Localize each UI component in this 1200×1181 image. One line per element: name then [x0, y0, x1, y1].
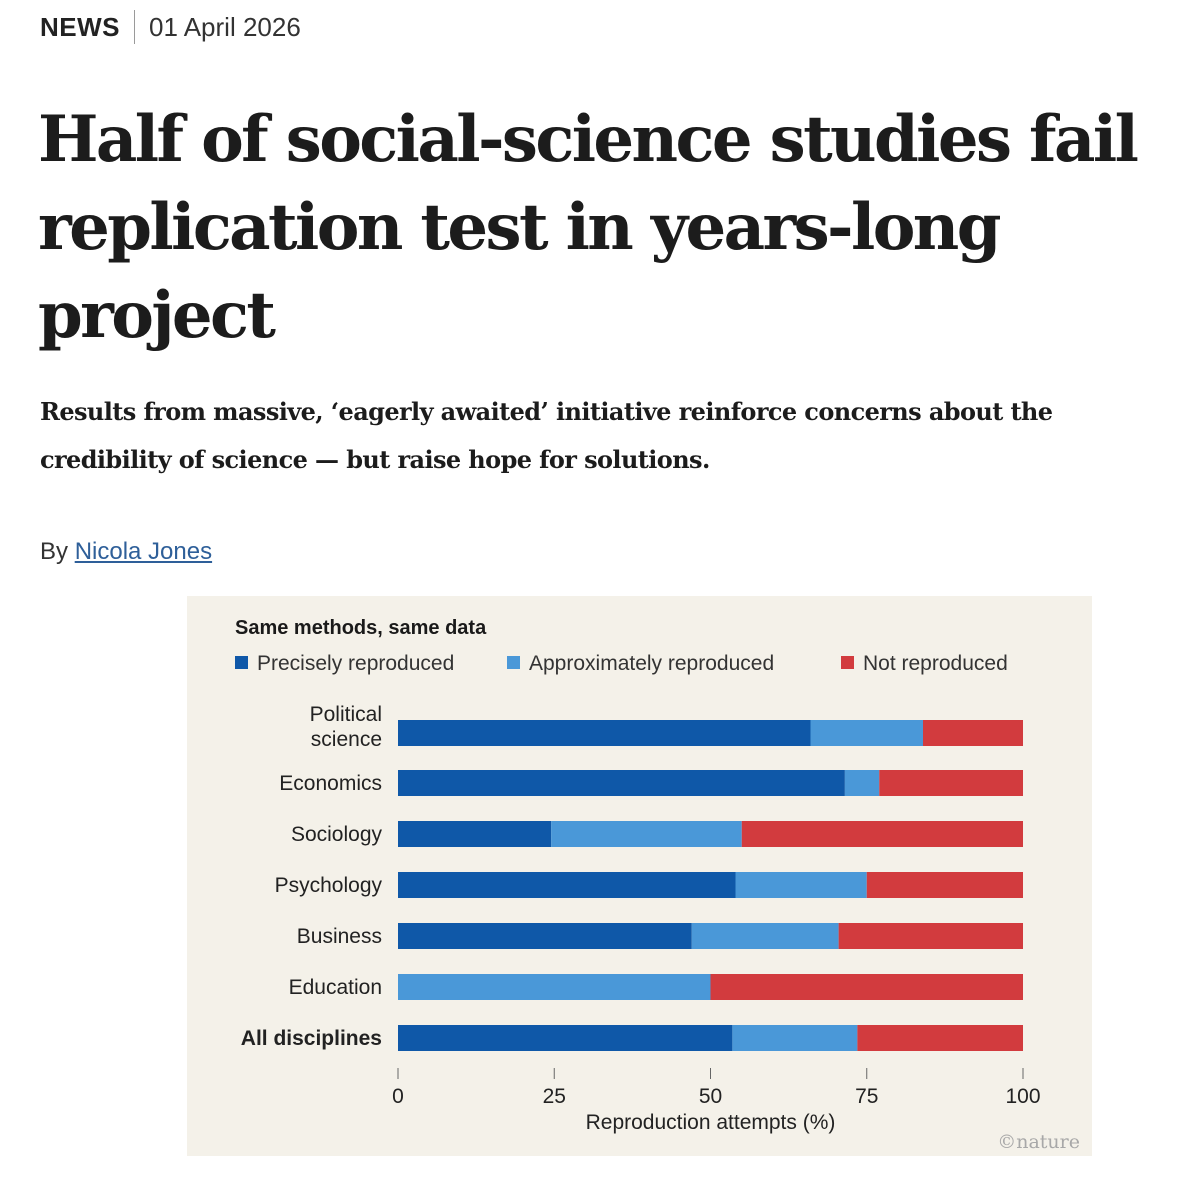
bar-segment — [398, 770, 845, 796]
bar-segment — [838, 923, 1023, 949]
legend-label: Precisely reproduced — [257, 652, 454, 675]
bar-segment — [741, 821, 1023, 847]
category-label: Business — [297, 925, 382, 948]
chart-figure: Same methods, same data Precisely reprodu… — [187, 596, 1092, 1156]
bar-segment — [879, 770, 1023, 796]
byline-prefix: By — [40, 538, 69, 565]
category-label: Education — [289, 976, 382, 999]
bar-segment — [710, 974, 1023, 1000]
bar-segment — [923, 720, 1023, 746]
bar-segment — [732, 1025, 858, 1051]
x-tick-label: 75 — [855, 1085, 878, 1108]
meta-divider — [134, 10, 135, 44]
x-tick-label: 25 — [543, 1085, 566, 1108]
category-label: Psychology — [275, 874, 383, 897]
legend-swatch — [235, 656, 248, 669]
category-label: science — [311, 728, 382, 751]
article-meta: NEWS 01 April 2026 — [40, 8, 301, 46]
bar-segment — [398, 1025, 733, 1051]
stacked-bar-chart: Same methods, same data Precisely reprodu… — [235, 617, 1080, 1153]
x-tick-label: 100 — [1005, 1085, 1040, 1108]
bar-segment — [398, 923, 692, 949]
bar-segment — [810, 720, 923, 746]
bar-segment — [691, 923, 839, 949]
category-label: Sociology — [291, 823, 383, 846]
x-tick-label: 0 — [392, 1085, 404, 1108]
bar-segment — [398, 974, 711, 1000]
bar-segment — [398, 720, 811, 746]
category-label: Economics — [279, 772, 382, 795]
bar-segment — [857, 1025, 1023, 1051]
x-tick-label: 50 — [699, 1085, 722, 1108]
publish-date: 01 April 2026 — [149, 11, 301, 42]
legend-swatch — [841, 656, 854, 669]
article-type: NEWS — [40, 11, 120, 42]
article-standfirst: Results from massive, ‘eagerly awaited’ … — [40, 397, 1053, 474]
bar-segment — [551, 821, 742, 847]
legend-label: Not reproduced — [863, 652, 1008, 675]
category-label: All disciplines — [241, 1027, 382, 1050]
legend-swatch — [507, 656, 520, 669]
x-axis-label: Reproduction attempts (%) — [586, 1111, 836, 1134]
byline: By Nicola Jones — [40, 538, 212, 566]
bar-segment — [844, 770, 880, 796]
legend-label: Approximately reproduced — [529, 652, 774, 675]
bar-segment — [866, 872, 1023, 898]
bar-segment — [398, 821, 552, 847]
category-label: Political — [310, 703, 382, 726]
article-title: Half of social-science studies fail repl… — [38, 102, 1139, 353]
nature-watermark: ©nature — [997, 1131, 1080, 1153]
author-link[interactable]: Nicola Jones — [74, 538, 213, 565]
chart-title: Same methods, same data — [235, 617, 487, 639]
bar-segment — [398, 872, 736, 898]
bar-segment — [735, 872, 867, 898]
